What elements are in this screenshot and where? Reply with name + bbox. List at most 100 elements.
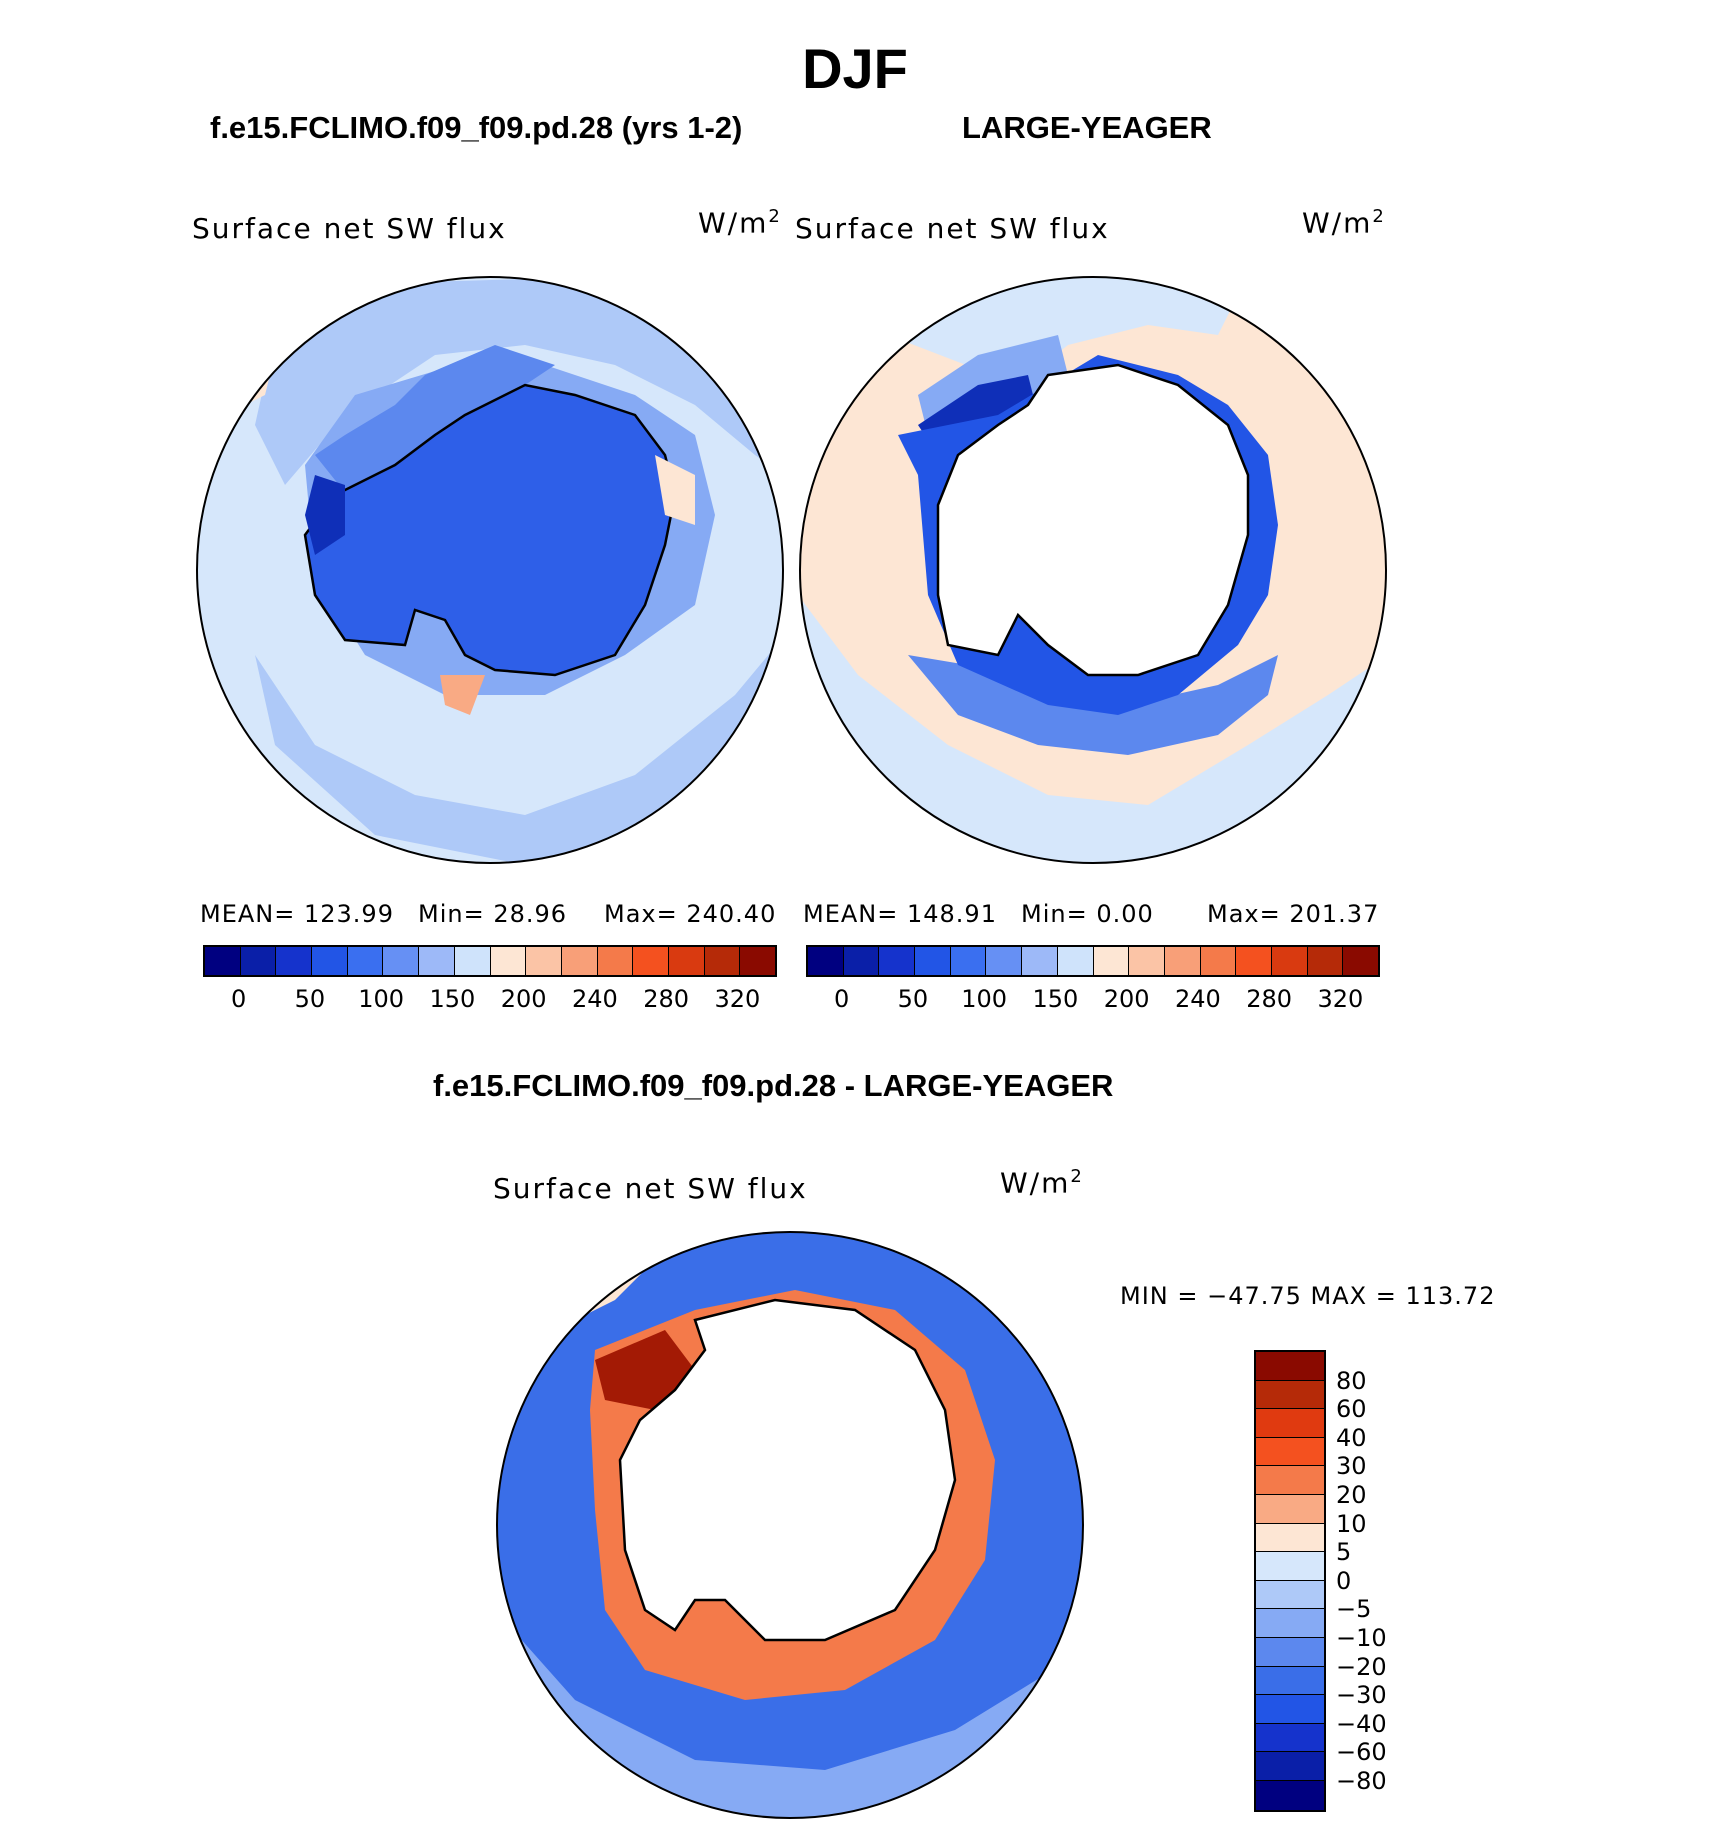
model-max-stat: Max= 240.40	[604, 900, 777, 928]
diff-minmax-stat: MIN = −47.75 MAX = 113.72	[1120, 1282, 1496, 1310]
colorbar-tick-label: 200	[500, 985, 547, 1013]
colorbar-tick-label: 10	[1336, 1509, 1367, 1538]
model-units-label: W/m2	[698, 206, 782, 240]
model-map-border	[196, 276, 784, 864]
colorbar-tick-label: 100	[358, 985, 405, 1013]
colorbar-swatch	[704, 947, 741, 975]
model-variable-label: Surface net SW flux	[192, 212, 507, 245]
colorbar-swatch	[276, 947, 313, 975]
obs-antarctica-masked	[936, 363, 1250, 677]
diff-map-border	[496, 1231, 1084, 1819]
model-ross-warm-patch	[440, 675, 485, 715]
colorbar-tick-label: 100	[961, 985, 1008, 1013]
colorbar-swatch	[808, 947, 844, 975]
colorbar-swatch	[347, 947, 384, 975]
obs-min-stat: Min= 0.00	[1021, 900, 1154, 928]
obs-max-stat: Max= 201.37	[1207, 900, 1380, 928]
diff-case-title: f.e15.FCLIMO.f09_f09.pd.28 - LARGE-YEAGE…	[433, 1068, 1114, 1103]
colorbar-swatch	[1057, 947, 1094, 975]
colorbar-swatch	[1236, 947, 1272, 975]
obs-case-title: LARGE-YEAGER	[962, 110, 1212, 145]
obs-mean-stat: MEAN= 148.91	[803, 900, 997, 928]
model-colorbar	[203, 945, 777, 977]
colorbar-swatch	[312, 947, 348, 975]
colorbar-tick-label: 50	[294, 985, 326, 1013]
colorbar-swatch	[597, 947, 634, 975]
colorbar-swatch	[986, 947, 1023, 975]
diff-units-label: W/m2	[1000, 1166, 1084, 1200]
colorbar-tick-label: 0	[833, 985, 850, 1013]
colorbar-tick-label: 150	[429, 985, 476, 1013]
diff-antarctica-masked	[618, 1298, 957, 1642]
colorbar-swatch	[879, 947, 916, 975]
colorbar-swatch	[1256, 1695, 1324, 1724]
colorbar-swatch	[454, 947, 491, 975]
colorbar-tick-label: 30	[1336, 1452, 1367, 1481]
colorbar-swatch	[526, 947, 562, 975]
colorbar-tick-label: 280	[1246, 985, 1293, 1013]
colorbar-tick-label: −80	[1336, 1767, 1387, 1795]
colorbar-tick-label: 40	[1336, 1423, 1367, 1452]
colorbar-tick-label: −10	[1336, 1624, 1387, 1652]
colorbar-swatch	[1200, 947, 1237, 975]
colorbar-swatch	[1256, 1780, 1324, 1810]
model-deep-blue-patch	[305, 475, 345, 555]
colorbar-swatch	[419, 947, 455, 975]
obs-units-label: W/m2	[1302, 206, 1386, 240]
colorbar-swatch	[843, 947, 880, 975]
colorbar-tick-label: 20	[1336, 1481, 1367, 1509]
colorbar-swatch	[490, 947, 527, 975]
colorbar-swatch	[1256, 1609, 1324, 1638]
colorbar-tick-label: 280	[643, 985, 690, 1013]
colorbar-swatch	[1093, 947, 1130, 975]
colorbar-swatch	[1256, 1666, 1324, 1696]
season-title: DJF	[802, 37, 908, 100]
colorbar-swatch	[1256, 1523, 1324, 1553]
colorbar-tick-label: 320	[1317, 985, 1364, 1013]
diff-colorbar-ticks: 80 60 40 30 20 10 5 0 −5 −10 −20 −30 −40 −60 −80	[1336, 1350, 1416, 1810]
obs-southern-band	[800, 595, 1386, 863]
colorbar-tick-label: 80	[1336, 1366, 1367, 1395]
diff-polar-map	[496, 1231, 1084, 1819]
colorbar-swatch	[1256, 1723, 1324, 1753]
colorbar-swatch	[1256, 1637, 1324, 1667]
colorbar-swatch	[950, 947, 987, 975]
diff-colorbar	[1254, 1350, 1326, 1812]
colorbar-swatch	[1256, 1552, 1324, 1581]
diff-southern-band	[497, 1610, 1083, 1818]
diff-max-patch	[595, 1330, 695, 1410]
colorbar-tick-label: 200	[1103, 985, 1150, 1013]
obs-map-border	[799, 276, 1387, 864]
obs-variable-label: Surface net SW flux	[795, 212, 1110, 245]
colorbar-tick-label: 320	[714, 985, 761, 1013]
colorbar-swatch	[1343, 947, 1378, 975]
colorbar-tick-label: 50	[897, 985, 929, 1013]
diff-variable-label: Surface net SW flux	[493, 1172, 808, 1205]
colorbar-tick-label: 240	[1174, 985, 1221, 1013]
colorbar-swatch	[205, 947, 241, 975]
model-mean-stat: MEAN= 123.99	[200, 900, 394, 928]
colorbar-swatch	[1256, 1580, 1324, 1610]
model-peach-patch-east	[655, 455, 695, 525]
colorbar-swatch	[240, 947, 277, 975]
model-case-title: f.e15.FCLIMO.f09_f09.pd.28 (yrs 1-2)	[210, 110, 743, 145]
model-colorbar-ticks: 0 50 100 150 200 240 280 320	[203, 985, 773, 1015]
colorbar-swatch	[1307, 947, 1344, 975]
model-polar-map	[196, 276, 784, 864]
colorbar-swatch	[633, 947, 669, 975]
colorbar-swatch	[915, 947, 951, 975]
model-southern-band	[255, 635, 783, 863]
obs-colorbar-ticks: 0 50 100 150 200 240 280 320	[806, 985, 1376, 1015]
colorbar-swatch	[1256, 1466, 1324, 1495]
colorbar-tick-label: −5	[1336, 1595, 1372, 1624]
colorbar-swatch	[561, 947, 598, 975]
colorbar-tick-label: 5	[1336, 1538, 1352, 1567]
colorbar-swatch	[1256, 1380, 1324, 1410]
colorbar-tick-label: −40	[1336, 1709, 1387, 1738]
colorbar-swatch	[1129, 947, 1165, 975]
colorbar-swatch	[1256, 1437, 1324, 1467]
obs-polar-map	[799, 276, 1387, 864]
model-mid-ocean-band	[255, 277, 783, 485]
colorbar-swatch	[383, 947, 420, 975]
colorbar-swatch	[1256, 1494, 1324, 1524]
